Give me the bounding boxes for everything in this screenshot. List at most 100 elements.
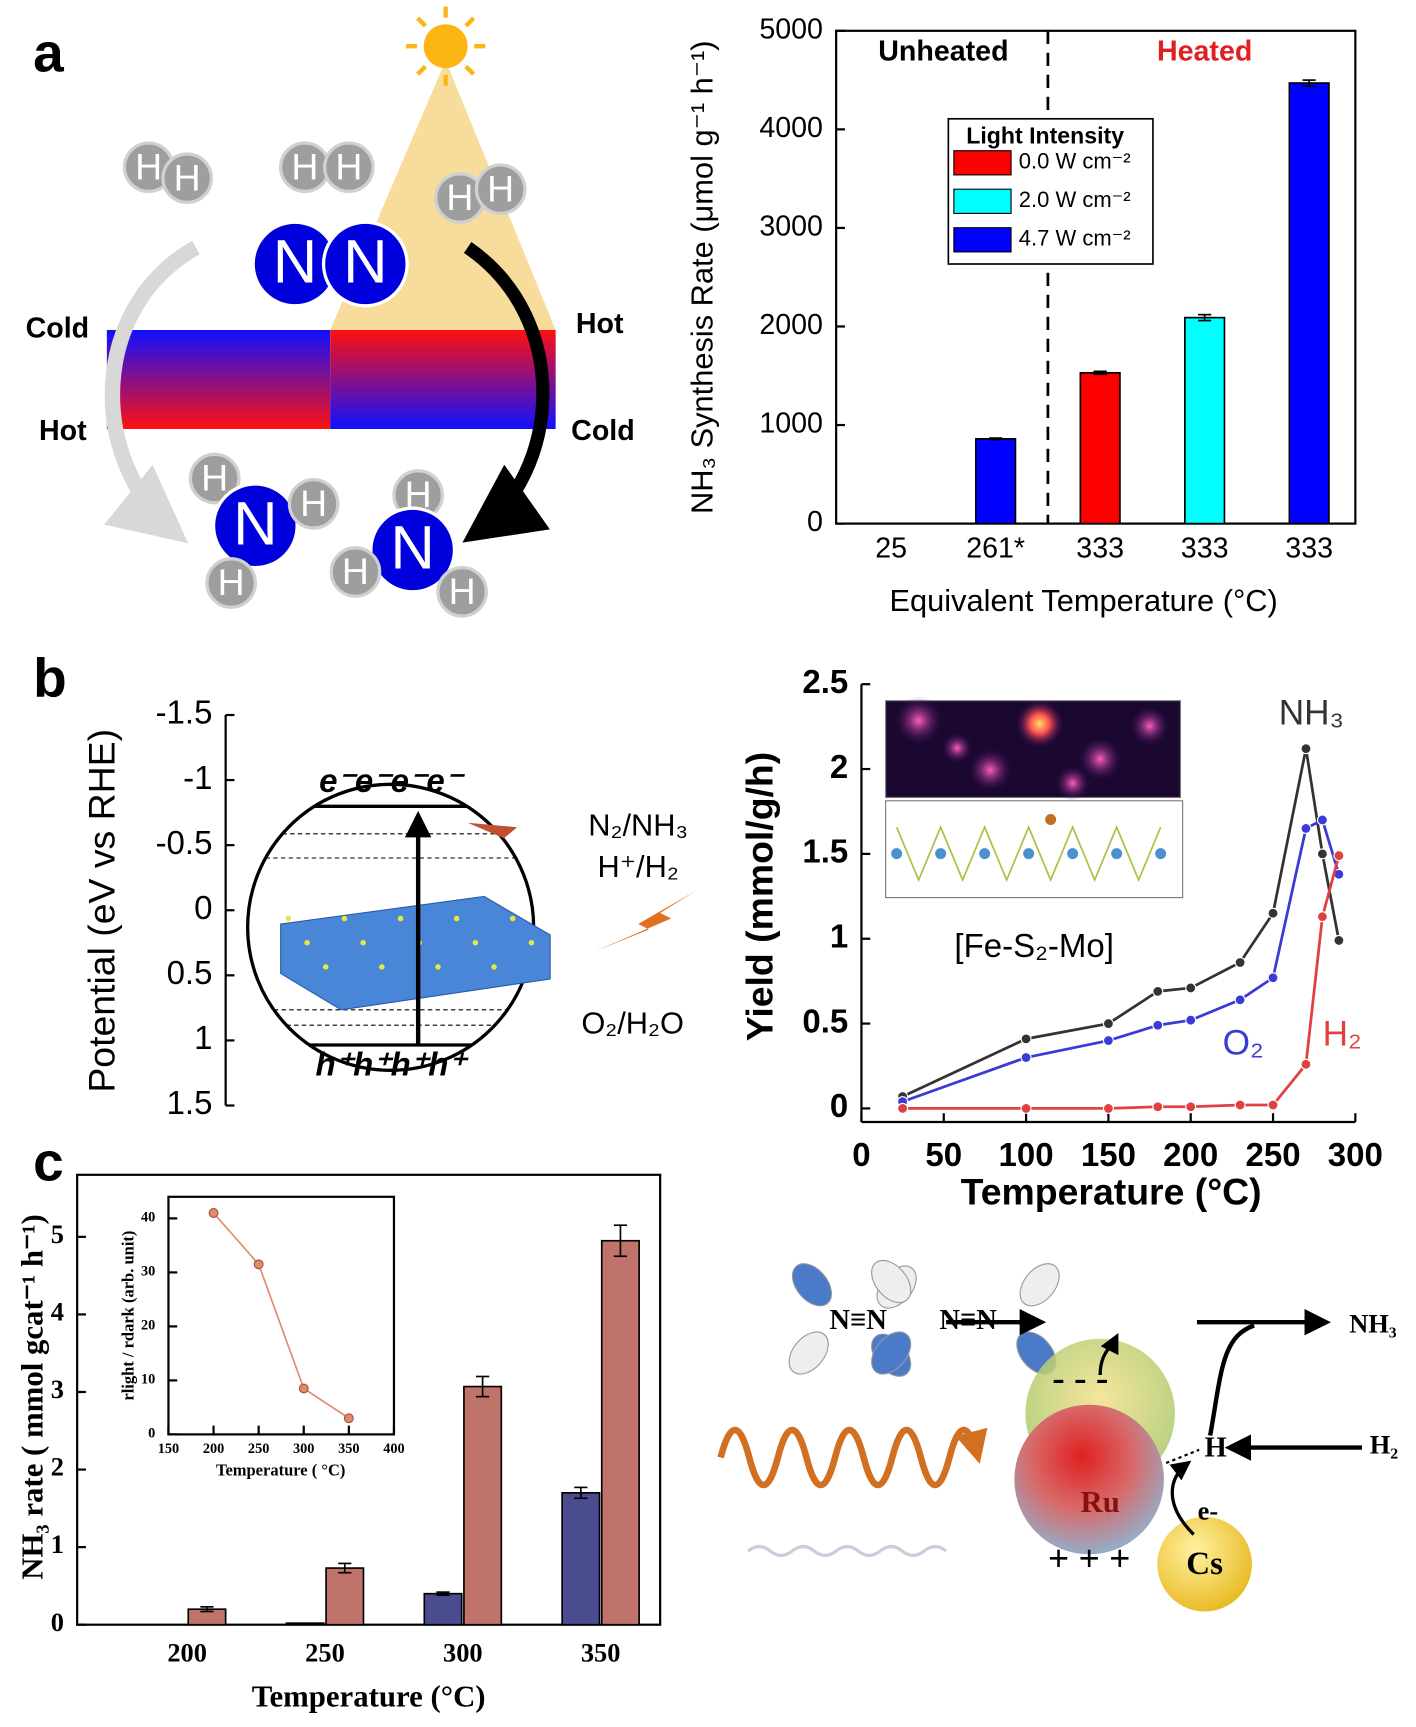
data-point	[1267, 907, 1279, 919]
structure-atom	[979, 848, 991, 860]
atom-label: N	[273, 227, 317, 296]
x-tick-label: 333	[1285, 533, 1333, 565]
plate-label: Cold	[26, 313, 90, 345]
atom-label: N	[343, 227, 387, 296]
atom-label: H	[449, 570, 476, 612]
sun	[423, 24, 468, 69]
sun-ray	[464, 16, 476, 28]
data-point	[1333, 850, 1345, 862]
bar	[600, 1239, 640, 1626]
y-tick-label: 5000	[759, 13, 823, 45]
y-tick-label: 1	[194, 1019, 212, 1056]
sun-ray	[416, 64, 427, 76]
sun-ray	[416, 16, 427, 28]
error-bar	[613, 1224, 628, 1258]
electron-arrow	[1169, 1460, 1195, 1536]
atom-label: H	[201, 457, 228, 499]
error-bar	[436, 1591, 450, 1597]
sun-ray	[464, 64, 476, 76]
crystal-atom	[379, 964, 385, 970]
y-tick-label: 3000	[759, 210, 823, 242]
crystal-atom	[435, 964, 441, 970]
crystal-atom	[323, 964, 329, 970]
y-tick-label: 30	[141, 1264, 155, 1280]
series-label: NH₃	[1279, 693, 1344, 732]
y-tick-label: 0	[194, 889, 212, 926]
bar	[423, 1592, 463, 1626]
x-tick-label: 150	[1081, 1136, 1136, 1173]
orbital-lobe	[871, 1259, 912, 1304]
stm-spot	[1015, 699, 1064, 748]
flow-arrow	[462, 242, 550, 543]
structure-bonds	[895, 825, 1162, 883]
atom-label: H	[218, 561, 245, 603]
y-tick-label: 0	[51, 1607, 64, 1637]
orbital-lobe	[1019, 1263, 1060, 1307]
diagram-label: N≡N	[939, 1305, 997, 1336]
x-tick-label: 300	[1328, 1136, 1383, 1173]
diagram-label: H	[1205, 1432, 1227, 1463]
data-point	[1185, 1014, 1197, 1026]
data-point	[343, 1413, 354, 1424]
data-point	[1267, 972, 1279, 984]
y-tick-label: 4000	[759, 112, 823, 144]
plate-right	[330, 330, 556, 429]
plate-label: Cold	[571, 415, 635, 447]
x-tick-label: 150	[158, 1441, 179, 1457]
bond	[1165, 1448, 1200, 1465]
atom-label: H	[446, 176, 473, 218]
error-bar	[574, 1486, 588, 1500]
stm-spot	[894, 696, 943, 745]
annotation: Unheated	[878, 35, 1008, 67]
crystal-atom	[510, 915, 516, 922]
legend-label: 0.0 W cm⁻²	[1019, 149, 1131, 174]
legend-swatch	[953, 227, 1012, 253]
level-label: N₂/NH₃	[588, 807, 688, 842]
x-axis-label: Temperature (°C)	[961, 1170, 1262, 1212]
error-bar	[476, 1375, 490, 1398]
crystal-atom	[285, 915, 292, 922]
flow-arrow	[104, 240, 200, 544]
data-point	[1102, 1018, 1114, 1030]
legend-label: 4.7 W cm⁻²	[1019, 226, 1131, 251]
bar	[1288, 82, 1330, 525]
nitrogen-atom	[321, 220, 409, 308]
structure-atom	[1111, 848, 1123, 860]
data-point	[1152, 1019, 1164, 1031]
y-tick-label: 1	[51, 1529, 64, 1559]
light-bolt	[467, 822, 518, 839]
crystal-slab	[280, 895, 551, 1011]
x-tick-label: 300	[293, 1441, 314, 1457]
y-tick-label: 0	[830, 1087, 848, 1124]
y-tick-label: 10	[141, 1372, 155, 1388]
y-axis-label: NH₃ rate ( mmol gcat⁻¹ h⁻¹)	[15, 1214, 49, 1580]
hydrogen-atom	[205, 557, 257, 609]
x-tick-label: 200	[167, 1638, 207, 1668]
hydrogen-atom	[436, 565, 489, 618]
crystal-atom	[304, 939, 310, 946]
cs-particle	[1157, 1516, 1252, 1612]
data-point	[298, 1383, 309, 1394]
crystal-atom	[528, 939, 535, 946]
bar	[561, 1492, 601, 1626]
x-tick-label: 261*	[966, 533, 1025, 565]
level-label: e⁻e⁻e⁻e⁻	[319, 762, 466, 799]
x-tick-label: 333	[1181, 533, 1229, 565]
crystal-atom	[360, 939, 366, 946]
annotation: Heated	[1157, 35, 1252, 67]
data-point	[253, 1259, 264, 1270]
structure-atom	[935, 848, 947, 860]
data-point	[1185, 1101, 1197, 1113]
panel-label: c	[33, 1131, 64, 1193]
data-point	[1020, 1052, 1032, 1064]
data-point	[1152, 1101, 1164, 1113]
plot-frame	[76, 1173, 662, 1626]
y-tick-label: -1	[183, 759, 212, 796]
light-wave-shadow	[747, 1544, 948, 1558]
x-tick-label: 250	[305, 1638, 345, 1668]
y-tick-label: 2	[51, 1452, 64, 1482]
y-tick-label: 20	[141, 1318, 155, 1334]
ru-particle	[1014, 1404, 1164, 1555]
